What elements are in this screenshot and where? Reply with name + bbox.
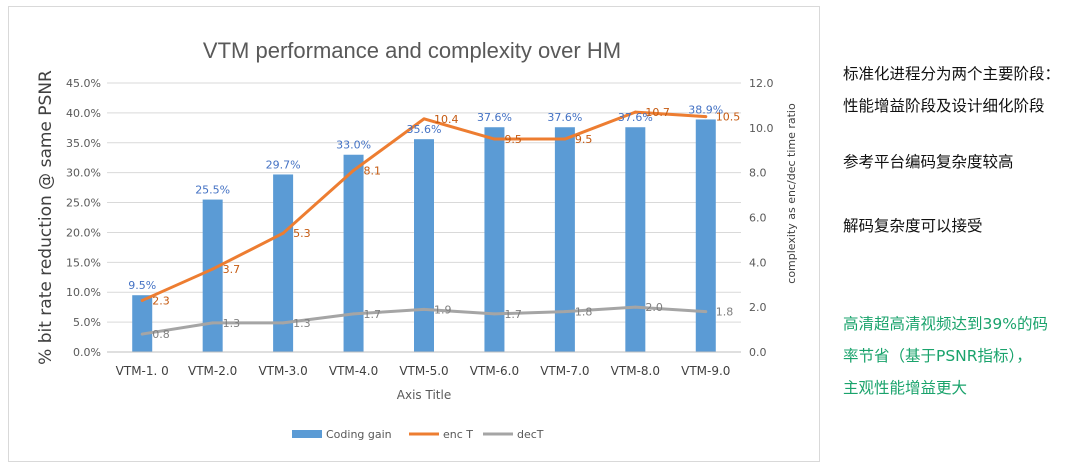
note-highlight-line-2: 率节省（基于PSNR指标），	[843, 347, 1032, 365]
y-tick-label: 20.0%	[66, 226, 101, 239]
data-label-enc-t: 9.5	[504, 133, 522, 146]
y2-axis-title: complexity as enc/dec time ratio	[785, 103, 798, 284]
chart-svg: VTM performance and complexity over HM 0.…	[36, 38, 798, 441]
legend-swatch-coding-gain	[292, 430, 322, 438]
y2-tick-label: 6.0	[749, 212, 767, 225]
chart-frame: VTM performance and complexity over HM 0.…	[8, 6, 820, 462]
point-enc-t	[422, 117, 426, 121]
chart-title: VTM performance and complexity over HM	[203, 38, 621, 63]
x-tick-label: VTM-3.0	[258, 364, 307, 378]
point-dect	[563, 310, 567, 314]
note-stages: 标准化进程分为两个主要阶段： 性能增益阶段及设计细化阶段	[843, 58, 1060, 122]
data-label-dect: 0.8	[152, 328, 170, 341]
y2-tick-label: 0.0	[749, 346, 767, 359]
data-label-dect: 1.7	[364, 308, 382, 321]
y2-tick-label: 2.0	[749, 301, 767, 314]
x-tick-label: VTM-8.0	[611, 364, 660, 378]
y2-tick-label: 8.0	[749, 167, 767, 180]
y-tick-label: 10.0%	[66, 286, 101, 299]
data-label-coding-gain: 25.5%	[195, 184, 230, 197]
data-label-dect: 1.8	[575, 306, 593, 319]
x-tick-label: VTM-4.0	[329, 364, 378, 378]
y2-tick-label: 12.0	[749, 77, 774, 90]
y-tick-label: 25.0%	[66, 197, 101, 210]
data-label-enc-t: 10.4	[434, 113, 459, 126]
data-label-enc-t: 8.1	[364, 164, 382, 177]
bar-coding-gain	[273, 174, 294, 352]
point-dect	[281, 321, 285, 325]
bar-coding-gain	[695, 119, 716, 352]
y-tick-label: 30.0%	[66, 167, 101, 180]
data-label-enc-t: 3.7	[223, 263, 241, 276]
x-tick-label: VTM-1. 0	[116, 364, 169, 378]
y-tick-label: 15.0%	[66, 256, 101, 269]
point-enc-t	[633, 110, 637, 114]
data-label-enc-t: 2.3	[152, 294, 170, 307]
note-highlight-line-1: 高清超高清视频达到39%的码	[843, 315, 1048, 333]
bar-coding-gain	[414, 139, 434, 352]
point-enc-t	[492, 137, 496, 141]
point-dect	[140, 332, 144, 336]
y-tick-label: 5.0%	[73, 316, 101, 329]
bar-coding-gain	[202, 199, 223, 352]
data-label-enc-t: 5.3	[293, 227, 311, 240]
point-enc-t	[563, 137, 567, 141]
note-highlight-line-3: 主观性能增益更大	[843, 379, 968, 397]
x-tick-label: VTM-6.0	[470, 364, 519, 378]
x-tick-label: VTM-5.0	[399, 364, 448, 378]
data-label-enc-t: 9.5	[575, 133, 593, 146]
point-enc-t	[704, 115, 708, 119]
point-dect	[704, 310, 708, 314]
point-dect	[492, 312, 496, 316]
y-tick-label: 0.0%	[73, 346, 101, 359]
y-tick-label: 35.0%	[66, 137, 101, 150]
note-decoder-complexity: 解码复杂度可以接受	[843, 217, 983, 235]
data-label-dect: 2.0	[645, 301, 663, 314]
point-enc-t	[352, 168, 356, 172]
point-enc-t	[211, 267, 215, 271]
y-axis-title: % bit rate reduction @ same PSNR	[36, 70, 56, 365]
point-dect	[211, 321, 215, 325]
data-label-coding-gain: 29.7%	[266, 158, 301, 171]
x-tick-label: VTM-9.0	[681, 364, 730, 378]
bar-coding-gain	[625, 127, 646, 352]
bar-coding-gain	[484, 127, 505, 352]
data-label-coding-gain: 37.6%	[618, 111, 653, 124]
note-encoder-complexity: 参考平台编码复杂度较高	[843, 153, 1014, 171]
note-line-2: 性能增益阶段及设计细化阶段	[843, 97, 1045, 115]
point-dect	[422, 307, 426, 311]
data-label-coding-gain: 37.6%	[547, 111, 582, 124]
x-axis-title: Axis Title	[397, 388, 451, 402]
data-label-coding-gain: 33.0%	[336, 139, 371, 152]
data-label-coding-gain: 9.5%	[128, 279, 156, 292]
note-highlight: 高清超高清视频达到39%的码 率节省（基于PSNR指标）， 主观性能增益更大	[843, 308, 1048, 404]
data-label-dect: 1.3	[293, 317, 311, 330]
data-label-dect: 1.3	[223, 317, 241, 330]
data-label-dect: 1.7	[504, 308, 522, 321]
data-label-coding-gain: 38.9%	[688, 103, 723, 116]
bar-coding-gain	[554, 127, 575, 352]
data-label-enc-t: 10.7	[645, 106, 670, 119]
data-label-enc-t: 10.5	[716, 111, 741, 124]
data-label-dect: 1.8	[716, 306, 734, 319]
legend-label-dect: decT	[517, 428, 544, 441]
point-enc-t	[140, 298, 144, 302]
bar-coding-gain	[343, 154, 364, 352]
y-tick-label: 40.0%	[66, 107, 101, 120]
bar-coding-gain	[132, 295, 153, 352]
x-tick-label: VTM-7.0	[540, 364, 589, 378]
y-tick-label: 45.0%	[66, 77, 101, 90]
legend-label-enc-t: enc T	[443, 428, 473, 441]
legend-label-coding-gain: Coding gain	[326, 428, 392, 441]
point-dect	[352, 312, 356, 316]
data-label-coding-gain: 37.6%	[477, 111, 512, 124]
point-enc-t	[281, 231, 285, 235]
note-line-1: 标准化进程分为两个主要阶段：	[843, 65, 1061, 83]
data-label-dect: 1.9	[434, 303, 452, 316]
x-tick-label: VTM-2.0	[188, 364, 237, 378]
data-label-coding-gain: 35.6%	[407, 123, 442, 136]
point-dect	[633, 305, 637, 309]
y2-tick-label: 4.0	[749, 256, 767, 269]
y2-tick-label: 10.0	[749, 122, 774, 135]
